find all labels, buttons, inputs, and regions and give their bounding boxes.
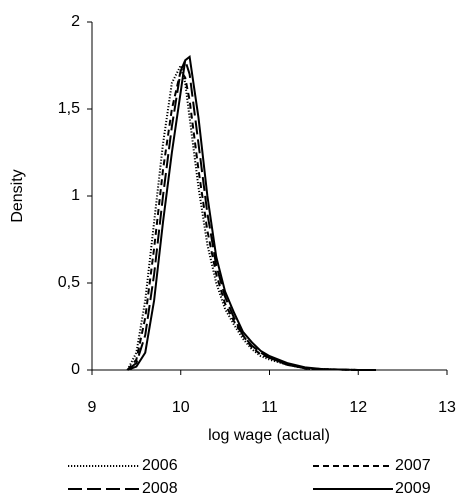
y-tick-label: 0 <box>71 361 80 378</box>
x-tick-label: 12 <box>349 399 367 416</box>
legend-label: 2008 <box>142 480 178 497</box>
y-tick-label: 2 <box>71 13 80 30</box>
x-tick-label: 13 <box>438 399 456 416</box>
line-series <box>127 54 376 371</box>
y-tick-label: 0,5 <box>58 274 80 291</box>
legend-label: 2007 <box>395 457 431 474</box>
line-series <box>126 57 376 371</box>
y-tick-label: 1,5 <box>58 100 80 117</box>
x-tick-label: 11 <box>261 399 278 416</box>
x-axis-title: log wage (actual) <box>208 427 330 444</box>
legend-label: 2006 <box>142 457 178 474</box>
x-tick-label: 9 <box>88 399 97 416</box>
y-axis-title: Density <box>9 169 26 222</box>
line-series <box>126 68 376 371</box>
x-tick-label: 10 <box>172 399 190 416</box>
line-series <box>126 62 376 371</box>
y-tick-label: 1 <box>71 187 80 204</box>
legend-label: 2009 <box>395 480 431 497</box>
